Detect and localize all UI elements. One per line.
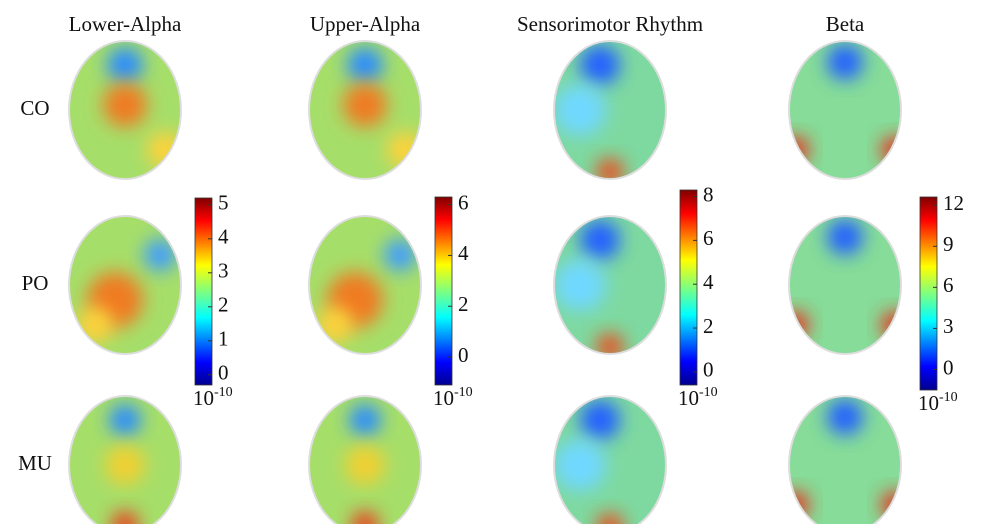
- colorbar-tick-label: 1: [218, 327, 229, 351]
- colorbar-tick-label: 4: [458, 241, 469, 265]
- head-map: [65, 210, 185, 360]
- head-fill: [65, 210, 185, 360]
- figure: Lower-Alpha Upper-Alpha Sensorimotor Rhyth…: [0, 0, 1003, 524]
- colorbar-tick-label: 5: [218, 191, 229, 215]
- colorbar-tick-label: 3: [218, 259, 229, 283]
- column-title: Upper-Alpha: [310, 12, 421, 36]
- head-spot: [105, 445, 145, 485]
- exponent-power: -10: [939, 390, 958, 405]
- head-spot: [387, 132, 423, 168]
- head-fill: [781, 210, 909, 360]
- row-label: CO: [20, 96, 49, 120]
- head-spot: [77, 307, 113, 343]
- exponent-power: -10: [454, 385, 473, 400]
- exponent-power: -10: [214, 385, 233, 400]
- exponent-base: 10: [678, 386, 699, 410]
- head-spot: [554, 439, 606, 491]
- exponent-base: 10: [193, 386, 214, 410]
- colorbar-tick-label: 2: [458, 292, 469, 316]
- colorbar-tick-label: 0: [218, 361, 229, 385]
- exponent-base: 10: [433, 386, 454, 410]
- head-fill: [65, 35, 185, 185]
- head-map: [550, 35, 670, 186]
- head-fill: [550, 390, 670, 524]
- head-fill: [550, 210, 670, 361]
- head-spot: [596, 158, 624, 186]
- head-spot: [580, 220, 620, 260]
- head-map: [305, 210, 425, 360]
- head-fill: [781, 35, 909, 185]
- head-spot: [347, 47, 383, 83]
- head-spot: [317, 307, 353, 343]
- head-fill: [305, 210, 425, 360]
- row-label: PO: [22, 271, 49, 295]
- colorbar-tick-label: 4: [218, 225, 229, 249]
- head-spot: [554, 84, 606, 136]
- head-fill: [305, 390, 425, 524]
- colorbar-tick-label: 3: [943, 314, 954, 338]
- head-spot: [827, 219, 863, 255]
- colorbar-exponent: 10-10: [193, 385, 233, 410]
- head-fill: [65, 390, 185, 524]
- head-spot: [554, 259, 606, 311]
- head-spot: [384, 239, 416, 271]
- head-map: [781, 210, 909, 360]
- colorbar-tick-label: 0: [943, 355, 954, 379]
- colorbar-tick-label: 0: [703, 358, 714, 382]
- head-map: [550, 210, 670, 361]
- colorbar-tick-label: 2: [703, 314, 714, 338]
- exponent-base: 10: [918, 391, 939, 415]
- head-map: [781, 390, 909, 524]
- colorbar-tick-label: 4: [703, 270, 714, 294]
- head-map: [550, 390, 670, 524]
- head-map: [781, 35, 909, 185]
- colorbar-tick-label: 0: [458, 343, 469, 367]
- colorbar-tick-label: 12: [943, 191, 964, 215]
- head-spot: [103, 83, 147, 127]
- head-spot: [827, 399, 863, 435]
- head-fill: [305, 35, 425, 185]
- head-map: [305, 390, 425, 524]
- colorbar-tick-label: 6: [458, 190, 469, 214]
- column-title: Beta: [826, 12, 865, 36]
- head-spot: [107, 47, 143, 83]
- colorbar: [680, 190, 697, 385]
- colorbar-tick-label: 2: [218, 293, 229, 317]
- head-spot: [596, 333, 624, 361]
- head-fill: [781, 390, 909, 524]
- head-fill: [550, 35, 670, 186]
- column-title: Lower-Alpha: [69, 12, 182, 36]
- colorbar-tick-label: 6: [703, 226, 714, 250]
- head-spot: [343, 83, 387, 127]
- head-spot: [147, 132, 183, 168]
- head-spot: [580, 400, 620, 440]
- head-spot: [827, 44, 863, 80]
- colorbar-tick-label: 9: [943, 232, 954, 256]
- colorbar-tick-label: 8: [703, 182, 714, 206]
- head-spot: [580, 45, 620, 85]
- colorbar-exponent: 10-10: [678, 385, 718, 410]
- head-spot: [345, 445, 385, 485]
- head-map: [305, 35, 425, 185]
- row-label: MU: [18, 451, 52, 475]
- colorbar: [920, 197, 937, 390]
- colorbar-exponent: 10-10: [918, 390, 958, 415]
- colorbar: [195, 198, 212, 385]
- head-spot: [349, 404, 381, 436]
- column-title: Sensorimotor Rhythm: [517, 12, 703, 36]
- colorbar-tick-label: 6: [943, 273, 954, 297]
- head-map: [65, 390, 185, 524]
- head-spot: [144, 239, 176, 271]
- head-spot: [109, 404, 141, 436]
- head-map: [65, 35, 185, 185]
- colorbar-exponent: 10-10: [433, 385, 473, 410]
- exponent-power: -10: [699, 385, 718, 400]
